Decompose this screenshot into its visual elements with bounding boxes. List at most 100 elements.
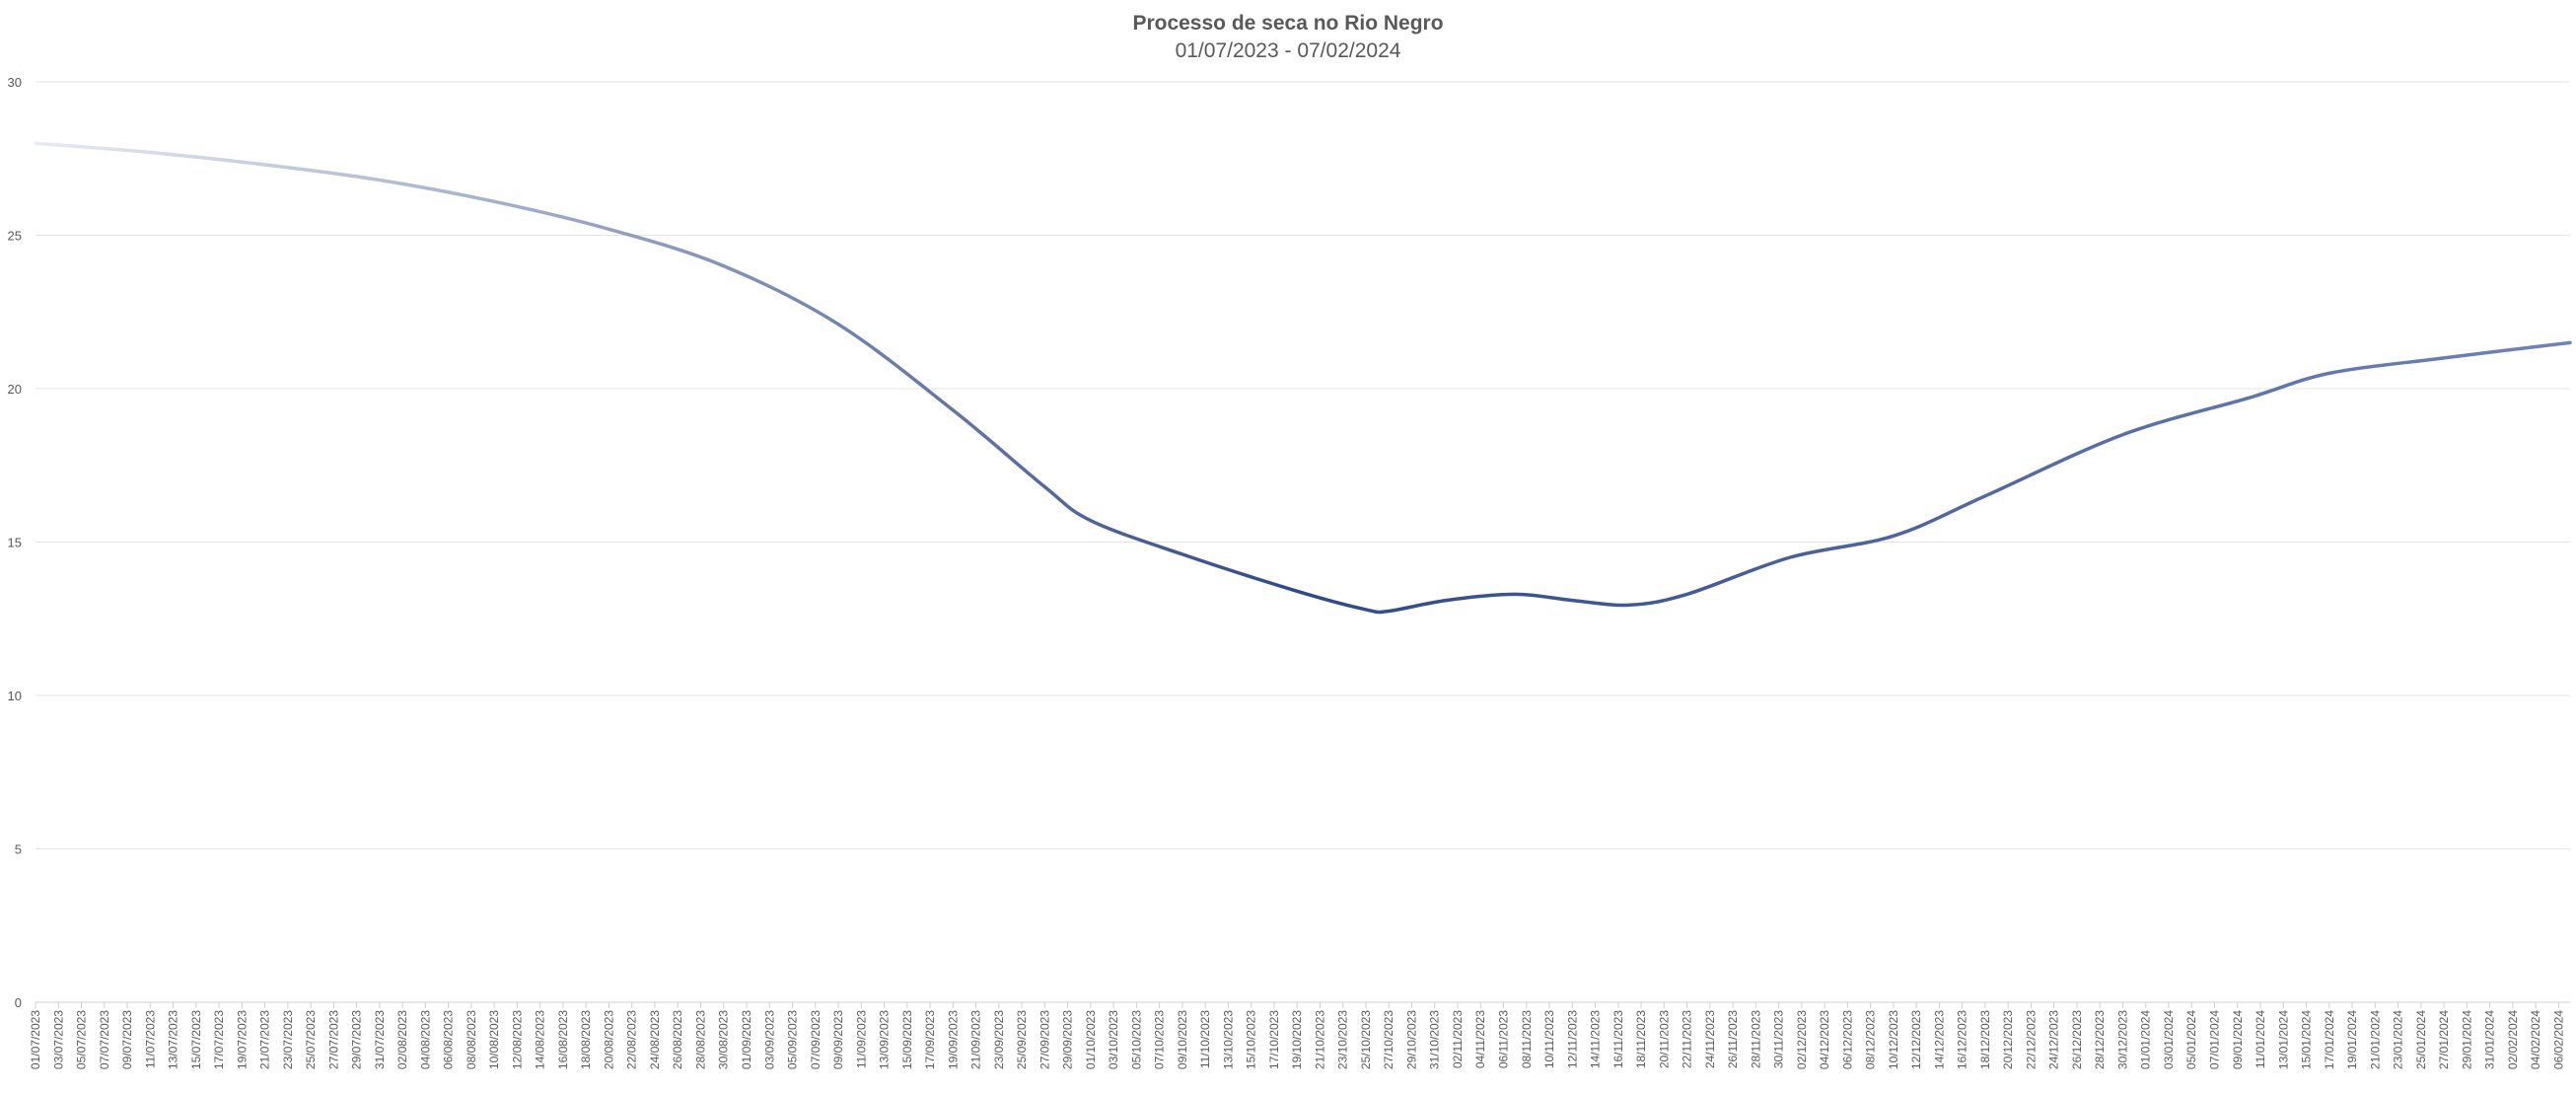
y-tick-label: 30 — [8, 75, 22, 90]
x-tick-label: 23/01/2024 — [2392, 1010, 2405, 1069]
x-tick-label: 30/11/2023 — [1772, 1010, 1786, 1068]
x-tick-label: 26/12/2023 — [2070, 1010, 2084, 1069]
x-tick-label: 01/09/2023 — [740, 1010, 753, 1069]
x-tick-label: 27/10/2023 — [1382, 1010, 1395, 1069]
x-tick-label: 04/11/2023 — [1473, 1010, 1487, 1068]
y-tick-label: 5 — [15, 842, 22, 857]
x-tick-label: 16/12/2023 — [1956, 1010, 1969, 1069]
x-tick-label: 22/12/2023 — [2024, 1010, 2038, 1069]
x-tick-label: 14/11/2023 — [1589, 1010, 1603, 1068]
x-tick-label: 01/10/2023 — [1084, 1010, 1098, 1069]
x-tick-label: 29/01/2024 — [2460, 1010, 2473, 1069]
x-tick-label: 28/08/2023 — [693, 1010, 707, 1069]
x-tick-label: 18/08/2023 — [579, 1010, 593, 1069]
x-tick-label: 18/11/2023 — [1634, 1010, 1648, 1068]
x-tick-label: 24/08/2023 — [648, 1010, 662, 1069]
x-tick-label: 07/09/2023 — [809, 1010, 823, 1069]
x-tick-label: 17/07/2023 — [212, 1010, 226, 1069]
x-tick-label: 27/01/2024 — [2437, 1010, 2451, 1069]
x-tick-label: 23/09/2023 — [992, 1010, 1006, 1069]
x-tick-label: 13/07/2023 — [167, 1010, 180, 1069]
x-tick-label: 11/10/2023 — [1198, 1010, 1212, 1068]
x-tick-label: 25/01/2024 — [2414, 1010, 2428, 1069]
x-tick-label: 15/09/2023 — [900, 1010, 914, 1069]
x-tick-label: 05/09/2023 — [786, 1010, 800, 1069]
x-tick-label: 21/01/2024 — [2368, 1010, 2382, 1069]
y-tick-label: 0 — [15, 995, 22, 1010]
x-tick-label: 17/09/2023 — [923, 1010, 937, 1069]
x-tick-label: 13/10/2023 — [1221, 1010, 1235, 1069]
x-tick-label: 15/07/2023 — [189, 1010, 203, 1069]
x-tick-label: 09/07/2023 — [120, 1010, 134, 1069]
x-tick-label: 08/12/2023 — [1864, 1010, 1878, 1069]
x-tick-label: 24/12/2023 — [2047, 1010, 2061, 1069]
x-tick-label: 15/10/2023 — [1245, 1010, 1258, 1069]
series-line — [34, 141, 2572, 615]
x-tick-label: 10/08/2023 — [487, 1010, 501, 1069]
x-tick-label: 21/07/2023 — [258, 1010, 272, 1069]
x-tick-label: 05/10/2023 — [1129, 1010, 1143, 1069]
x-tick-label: 07/01/2024 — [2208, 1010, 2222, 1069]
x-tick-label: 25/10/2023 — [1359, 1010, 1373, 1069]
x-tick-label: 17/10/2023 — [1267, 1010, 1281, 1069]
x-tick-label: 01/01/2024 — [2139, 1010, 2153, 1069]
x-tick-label: 25/09/2023 — [1015, 1010, 1029, 1069]
x-tick-label: 29/10/2023 — [1404, 1010, 1418, 1069]
x-tick-label: 12/08/2023 — [510, 1010, 524, 1069]
x-tick-label: 13/01/2024 — [2276, 1010, 2290, 1069]
x-tick-label: 19/09/2023 — [946, 1010, 960, 1069]
x-tick-label: 03/07/2023 — [51, 1010, 65, 1069]
x-tick-label: 03/10/2023 — [1107, 1010, 1120, 1069]
y-tick-label: 10 — [8, 689, 22, 703]
x-tick-label: 17/01/2024 — [2323, 1010, 2336, 1069]
x-tick-label: 06/02/2024 — [2551, 1010, 2565, 1069]
x-tick-label: 10/12/2023 — [1887, 1010, 1900, 1069]
x-tick-label: 07/10/2023 — [1153, 1010, 1167, 1069]
y-tick-label: 15 — [8, 536, 22, 550]
x-tick-label: 31/10/2023 — [1428, 1010, 1442, 1069]
x-tick-label: 11/09/2023 — [854, 1010, 868, 1068]
x-tick-label: 12/11/2023 — [1565, 1010, 1579, 1068]
x-tick-label: 23/10/2023 — [1336, 1010, 1350, 1069]
x-tick-label: 14/12/2023 — [1932, 1010, 1946, 1069]
x-tick-label: 08/08/2023 — [465, 1010, 478, 1069]
y-tick-label: 25 — [8, 229, 22, 244]
x-tick-label: 27/09/2023 — [1038, 1010, 1051, 1069]
x-tick-label: 06/11/2023 — [1497, 1010, 1511, 1068]
x-tick-label: 03/09/2023 — [762, 1010, 776, 1069]
x-tick-label: 02/02/2024 — [2506, 1010, 2520, 1069]
x-tick-label: 26/08/2023 — [671, 1010, 684, 1069]
x-tick-label: 19/07/2023 — [235, 1010, 249, 1069]
x-tick-label: 09/09/2023 — [831, 1010, 845, 1069]
x-tick-label: 30/12/2023 — [2115, 1010, 2129, 1069]
x-tick-label: 28/11/2023 — [1749, 1010, 1762, 1068]
y-tick-label: 20 — [8, 382, 22, 397]
chart-title: Processo de seca no Rio Negro — [1132, 12, 1444, 35]
x-tick-label: 05/07/2023 — [75, 1010, 89, 1069]
x-tick-label: 12/12/2023 — [1909, 1010, 1923, 1069]
x-tick-label: 09/01/2024 — [2231, 1010, 2245, 1069]
x-tick-label: 21/10/2023 — [1313, 1010, 1326, 1069]
x-tick-label: 14/08/2023 — [534, 1010, 547, 1069]
x-tick-label: 09/10/2023 — [1176, 1010, 1189, 1069]
x-tick-label: 29/07/2023 — [350, 1010, 364, 1069]
x-tick-label: 06/08/2023 — [442, 1010, 456, 1069]
x-tick-label: 13/09/2023 — [878, 1010, 892, 1069]
x-tick-label: 24/11/2023 — [1703, 1010, 1717, 1068]
x-tick-label: 04/02/2024 — [2529, 1010, 2542, 1069]
x-tick-label: 19/01/2024 — [2345, 1010, 2359, 1069]
x-tick-label: 10/11/2023 — [1542, 1010, 1556, 1068]
x-tick-label: 19/10/2023 — [1290, 1010, 1304, 1069]
x-tick-label: 18/12/2023 — [1978, 1010, 1992, 1069]
x-tick-label: 04/08/2023 — [418, 1010, 432, 1069]
x-tick-label: 22/11/2023 — [1681, 1010, 1694, 1068]
x-tick-label: 03/01/2024 — [2162, 1010, 2176, 1069]
x-tick-label: 04/12/2023 — [1818, 1010, 1831, 1069]
x-tick-label: 11/01/2024 — [2254, 1010, 2267, 1068]
x-tick-label: 21/09/2023 — [969, 1010, 983, 1069]
x-tick-label: 22/08/2023 — [625, 1010, 639, 1069]
x-tick-label: 15/01/2024 — [2300, 1010, 2314, 1069]
x-tick-label: 20/12/2023 — [2001, 1010, 2015, 1069]
